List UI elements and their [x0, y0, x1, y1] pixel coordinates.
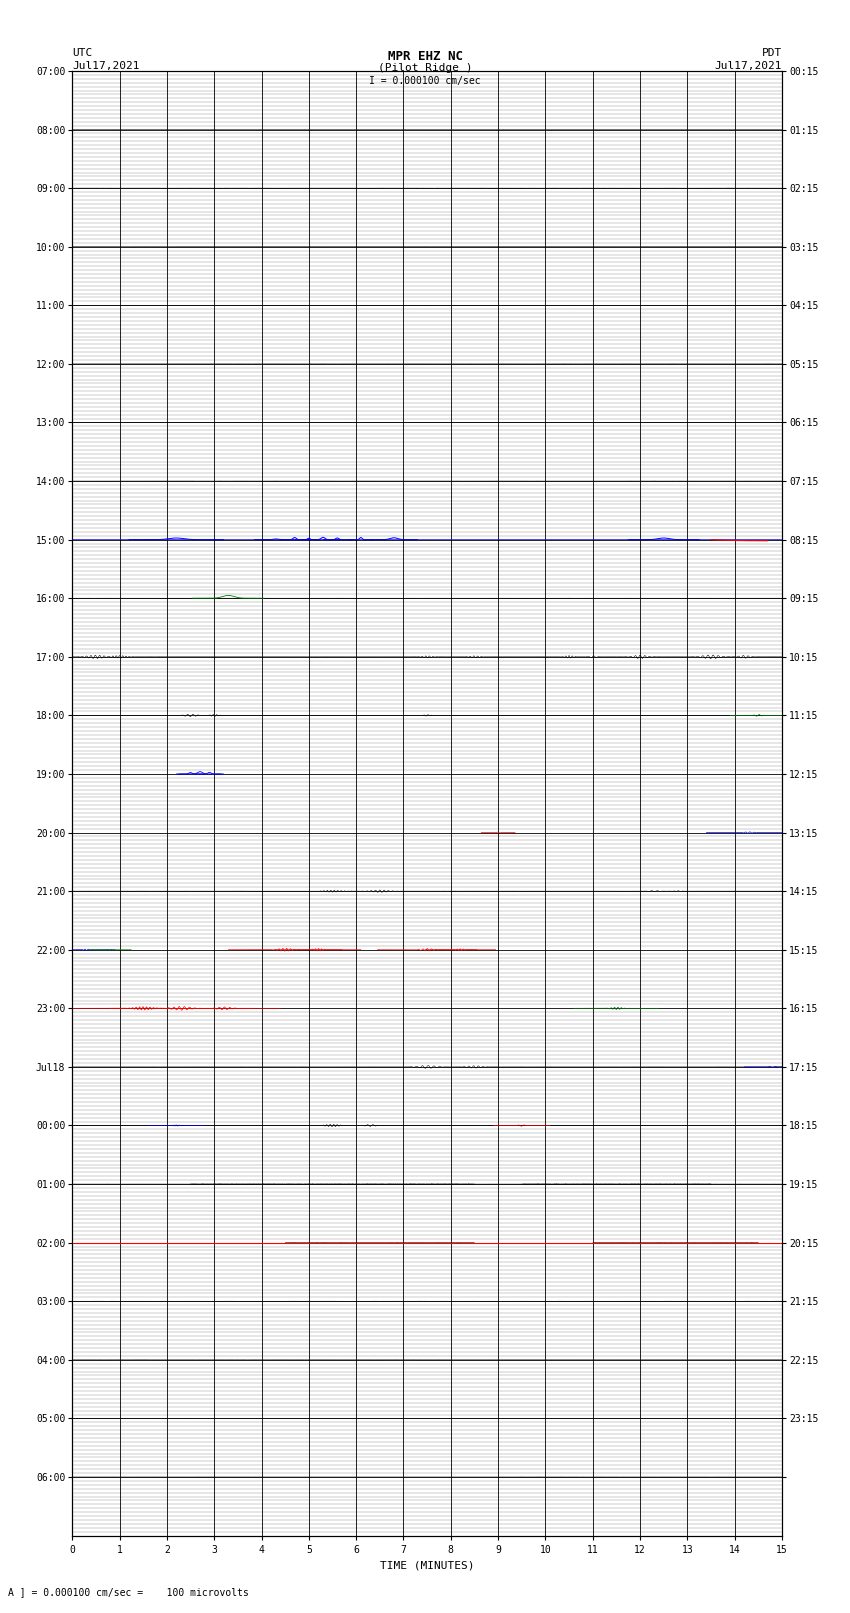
Text: PDT: PDT [762, 48, 782, 58]
Text: A ] = 0.000100 cm/sec =    100 microvolts: A ] = 0.000100 cm/sec = 100 microvolts [8, 1587, 249, 1597]
X-axis label: TIME (MINUTES): TIME (MINUTES) [380, 1560, 474, 1569]
Text: (Pilot Ridge ): (Pilot Ridge ) [377, 63, 473, 73]
Text: MPR EHZ NC: MPR EHZ NC [388, 50, 462, 63]
Text: Jul17,2021: Jul17,2021 [72, 61, 139, 71]
Text: I = 0.000100 cm/sec: I = 0.000100 cm/sec [369, 76, 481, 85]
Text: Jul17,2021: Jul17,2021 [715, 61, 782, 71]
Text: UTC: UTC [72, 48, 93, 58]
